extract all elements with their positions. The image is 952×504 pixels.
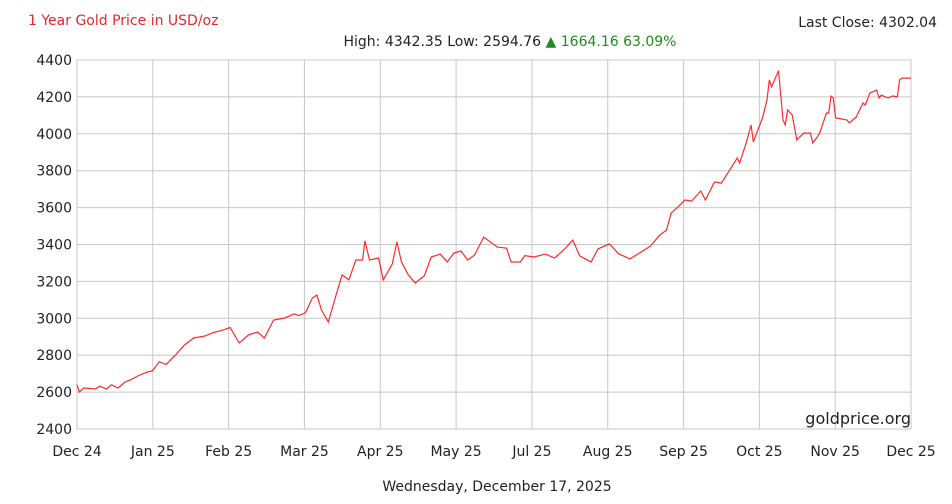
y-tick-label: 2600 <box>36 385 72 401</box>
x-tick-label: Mar 25 <box>280 444 329 460</box>
x-tick-label: Jul 25 <box>511 444 551 460</box>
watermark: goldprice.org <box>805 409 911 428</box>
high-low-text: High: 4342.35 Low: 2594.76 <box>343 34 542 50</box>
x-tick-label: Nov 25 <box>810 444 860 460</box>
y-tick-label: 3800 <box>36 164 72 180</box>
x-tick-label: Feb 25 <box>205 444 252 460</box>
x-tick-label: Oct 25 <box>736 444 782 460</box>
x-tick-label: Sep 25 <box>659 444 708 460</box>
footer-date: Wednesday, December 17, 2025 <box>382 479 612 495</box>
chart-title: 1 Year Gold Price in USD/oz <box>28 13 219 29</box>
y-tick-label: 2800 <box>36 348 72 364</box>
x-tick-label: Dec 24 <box>52 444 101 460</box>
x-tick-label: Dec 25 <box>886 444 935 460</box>
y-tick-label: 4400 <box>36 53 72 69</box>
y-tick-label: 3000 <box>36 311 72 327</box>
plot-border <box>76 59 912 430</box>
last-close: Last Close: 4302.04 <box>798 15 937 31</box>
x-tick-label: Jan 25 <box>130 444 175 460</box>
y-tick-label: 2400 <box>36 422 72 438</box>
y-tick-label: 3600 <box>36 201 72 217</box>
y-axis-ticks: 4400 4200 4000 3800 3600 3400 3200 3000 2800 2600… <box>36 53 72 438</box>
price-line <box>76 70 911 394</box>
y-tick-label: 4200 <box>36 90 72 106</box>
triangle-up-icon: ▲ <box>545 34 557 50</box>
y-tick-label: 3200 <box>36 274 72 290</box>
x-axis-ticks: Dec 24 Jan 25 Feb 25 Mar 25 Apr 25 May 25 Jul … <box>52 444 935 460</box>
change-text: 1664.16 63.09% <box>560 34 677 50</box>
high-low-stats: High: 4342.35 Low: 2594.76 ▲ 1664.16 63.… <box>0 34 952 50</box>
y-tick-label: 4000 <box>36 127 72 143</box>
x-tick-label: Apr 25 <box>357 444 403 460</box>
x-tick-label: May 25 <box>430 444 481 460</box>
y-tick-label: 3400 <box>36 238 72 254</box>
x-tick-label: Aug 25 <box>583 444 633 460</box>
